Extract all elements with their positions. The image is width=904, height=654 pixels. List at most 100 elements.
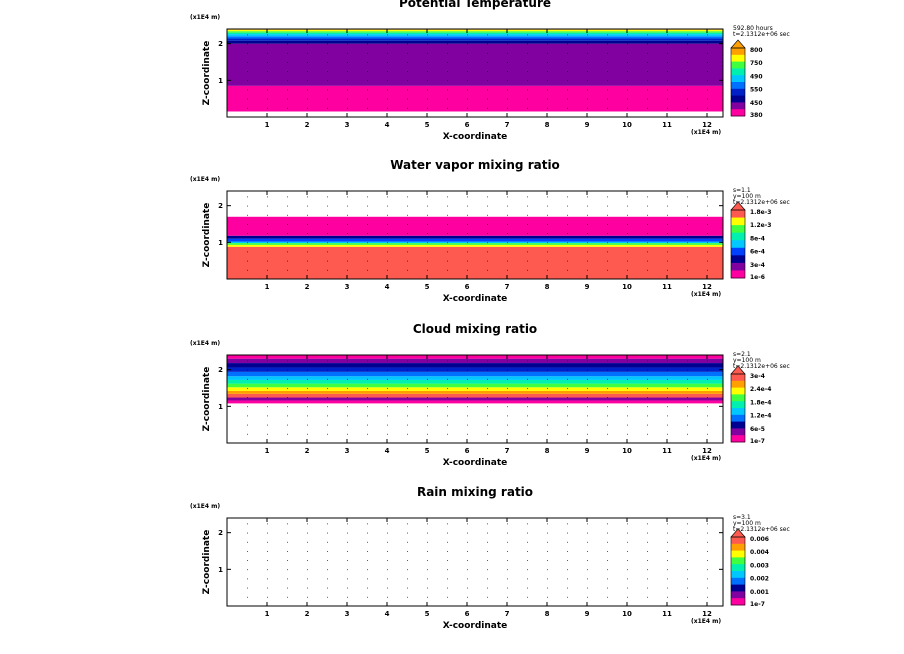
grid-dot [667, 596, 668, 598]
grid-dot [387, 98, 388, 100]
grid-dot [567, 107, 568, 109]
colorbar-segment [731, 550, 745, 558]
grid-dot [647, 233, 648, 234]
grid-dot [407, 196, 408, 198]
grid-dot [327, 80, 328, 82]
grid-dot [547, 62, 548, 63]
grid-dot [307, 569, 308, 571]
grid-dot [647, 242, 648, 244]
grid-dot [327, 251, 328, 253]
grid-dot [667, 205, 668, 207]
grid-dot [647, 269, 648, 271]
grid-dot [387, 242, 388, 244]
grid-dot [347, 89, 348, 91]
grid-dot [287, 107, 288, 109]
grid-dot [347, 251, 348, 253]
grid-dot [547, 415, 548, 417]
grid-dot [647, 205, 648, 207]
grid-dot [667, 242, 668, 244]
grid-dot [387, 541, 388, 543]
grid-dot [607, 406, 608, 408]
grid-dot [467, 560, 468, 561]
grid-dot [387, 34, 388, 36]
grid-dot [467, 587, 468, 589]
grid-dot [287, 71, 288, 72]
grid-dot [367, 378, 368, 380]
grid-dot [707, 89, 708, 91]
grid-dot [407, 107, 408, 109]
info-text: y=100 m [733, 520, 761, 527]
grid-dot [267, 107, 268, 109]
grid-dot [647, 71, 648, 72]
grid-dot [487, 541, 488, 543]
grid-dot [707, 532, 708, 534]
info-text: s=3.1 [733, 514, 751, 521]
grid-dot [627, 587, 628, 589]
grid-dot [327, 360, 328, 362]
grid-dot [287, 251, 288, 253]
grid-dot [447, 224, 448, 225]
grid-dot [467, 415, 468, 417]
colorbar-segment [731, 408, 745, 416]
grid-dot [607, 260, 608, 262]
grid-dot [427, 242, 428, 244]
grid-dot [327, 397, 328, 398]
grid-dot [367, 80, 368, 82]
grid-dot [467, 196, 468, 198]
grid-dot [707, 578, 708, 580]
grid-dot [467, 569, 468, 571]
grid-dot [387, 71, 388, 72]
grid-dot [687, 415, 688, 417]
grid-dot [607, 89, 608, 91]
grid-dot [507, 378, 508, 380]
grid-dot [687, 388, 688, 389]
grid-dot [507, 269, 508, 271]
grid-dot [267, 34, 268, 36]
grid-dot [467, 224, 468, 225]
grid-dot [687, 98, 688, 100]
x-tick-label: 8 [545, 121, 550, 129]
grid-dot [367, 62, 368, 63]
grid-dot [567, 551, 568, 552]
colorbar-label: 3e-4 [750, 262, 765, 269]
x-unit-label: (x1E4 m) [691, 455, 721, 462]
grid-dot [487, 532, 488, 534]
grid-dot [327, 233, 328, 234]
colorbar-segment [731, 232, 745, 241]
grid-dot [387, 80, 388, 82]
grid-dot [247, 433, 248, 435]
grid-dot [367, 587, 368, 589]
grid-dot [567, 52, 568, 54]
grid-dot [687, 80, 688, 82]
colorbar-segment [731, 557, 745, 565]
x-tick-label: 2 [305, 610, 310, 618]
grid-dot [247, 214, 248, 216]
grid-dot [447, 43, 448, 45]
grid-dot [647, 397, 648, 398]
grid-dot [567, 269, 568, 271]
grid-dot [487, 62, 488, 63]
grid-dot [387, 596, 388, 598]
grid-dot [547, 196, 548, 198]
grid-dot [467, 406, 468, 408]
grid-dot [427, 578, 428, 580]
grid-dot [407, 397, 408, 398]
grid-dot [447, 260, 448, 262]
grid-dot [707, 523, 708, 525]
grid-dot [427, 224, 428, 225]
grid-dot [447, 52, 448, 54]
grid-dot [287, 433, 288, 435]
grid-dot [447, 251, 448, 253]
grid-dot [267, 98, 268, 100]
grid-dot [687, 89, 688, 91]
grid-dot [247, 205, 248, 207]
colorbar-label: 1.2e-3 [750, 222, 771, 229]
grid-dot [247, 43, 248, 45]
grid-dot [667, 43, 668, 45]
grid-dot [507, 397, 508, 398]
grid-dot [267, 596, 268, 598]
grid-dot [587, 433, 588, 435]
grid-dot [687, 107, 688, 109]
grid-dot [467, 242, 468, 244]
z-tick-label: 2 [218, 366, 223, 374]
